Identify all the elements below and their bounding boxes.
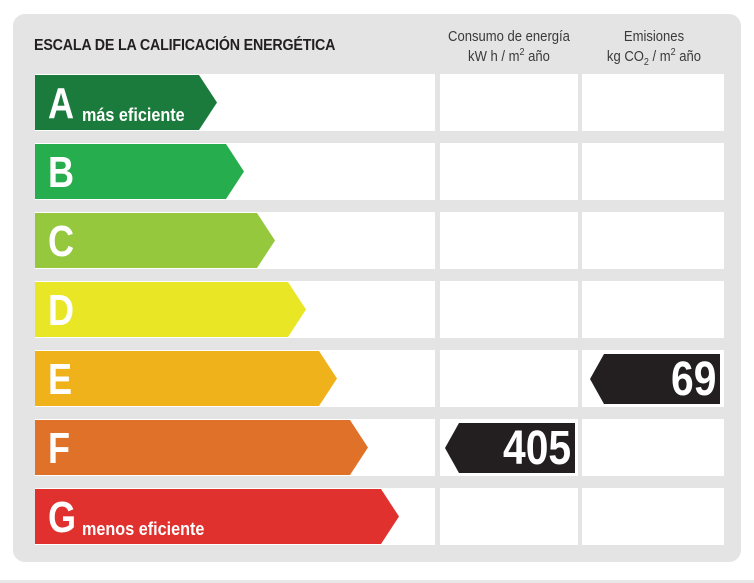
emissions-header-unit: kg CO2 / m2 año (606, 47, 702, 68)
rating-label-cell: C (35, 212, 435, 269)
rating-note: menos eficiente (82, 519, 205, 539)
consumption-header-unit: kW h / m2 año (468, 47, 550, 65)
consumption-cell: 405 (440, 419, 578, 476)
rating-arrow-e: E (35, 351, 337, 406)
emissions-cell (582, 212, 724, 269)
emissions-badge: 69 (590, 353, 720, 406)
rating-letter: D (48, 286, 75, 335)
rating-letter: C (48, 217, 75, 266)
rating-letter: G (48, 493, 77, 542)
rating-row-f: F 405 (35, 419, 724, 476)
divider (0, 580, 754, 583)
emissions-cell: 69 (582, 350, 724, 407)
rating-row-c: C (35, 212, 724, 269)
consumption-header-line1: Consumo de energía (448, 29, 570, 45)
emissions-badge-value: 69 (670, 353, 716, 406)
consumption-badge-value: 405 (502, 422, 571, 475)
rating-note: más eficiente (82, 105, 185, 125)
rating-label-cell: D (35, 281, 435, 338)
consumption-cell (440, 74, 578, 131)
rating-label-cell: F (35, 419, 435, 476)
consumption-column-header: Consumo de energía kW h / m2 año (447, 27, 571, 67)
emissions-cell (582, 419, 724, 476)
emissions-header-line1: Emisiones (623, 29, 685, 45)
emissions-column-header: Emisiones kg CO2 / m2 año (590, 27, 718, 73)
consumption-cell (440, 212, 578, 269)
rating-row-d: D (35, 281, 724, 338)
consumption-cell (440, 143, 578, 200)
rating-arrow-c: C (35, 213, 275, 268)
emissions-cell (582, 281, 724, 338)
rating-letter: F (48, 424, 71, 473)
consumption-badge: 405 (445, 422, 575, 475)
rating-label-cell: B (35, 143, 435, 200)
emissions-cell (582, 74, 724, 131)
rating-row-b: B (35, 143, 724, 200)
rating-arrow-f: F (35, 420, 368, 475)
rating-letter: A (48, 79, 75, 128)
rating-letter: E (48, 355, 73, 404)
rating-arrow-b: B (35, 144, 244, 199)
rating-label-cell: E (35, 350, 435, 407)
rating-letter: B (48, 148, 75, 197)
consumption-cell (440, 350, 578, 407)
consumption-cell (440, 281, 578, 338)
scale-title: ESCALA DE LA CALIFICACIÓN ENERGÉTICA (34, 37, 336, 54)
emissions-cell (582, 488, 724, 545)
rating-arrow-d: D (35, 282, 306, 337)
rating-row-e: E 69 (35, 350, 724, 407)
emissions-cell (582, 143, 724, 200)
consumption-cell (440, 488, 578, 545)
